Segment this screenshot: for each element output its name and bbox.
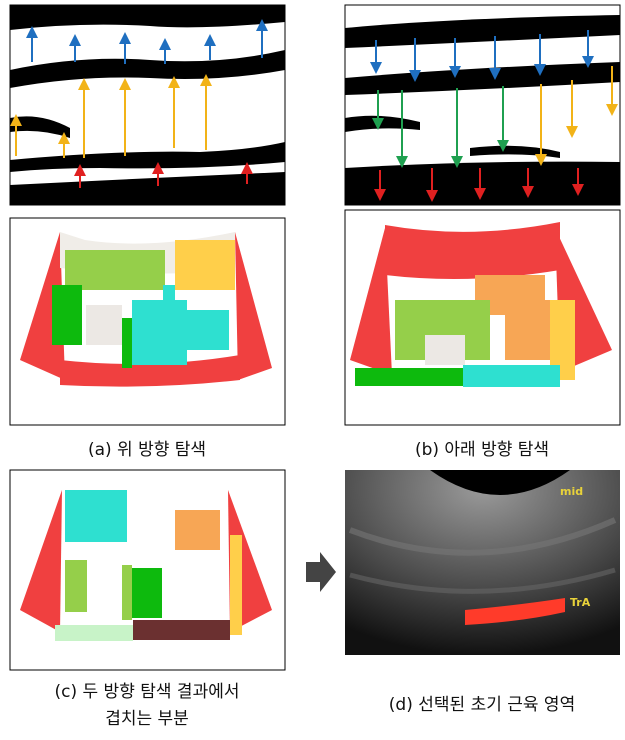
caption-c-line2: 겹치는 부분 — [105, 709, 189, 729]
caption-d: (d) 선택된 초기 근육 영역 — [389, 695, 575, 715]
caption-b: (b) 아래 방향 탐색 — [415, 440, 549, 460]
panel-b-regions — [345, 210, 620, 425]
figure-canvas: (a) 위 방향 탐색 (b) 아래 방향 탐색 mid TrA (c) 두 방… — [0, 0, 625, 740]
panel-c-overlap — [10, 470, 285, 670]
panel-b-bands — [345, 5, 620, 205]
figure: (a) 위 방향 탐색 (b) 아래 방향 탐색 mid TrA (c) 두 방… — [0, 0, 625, 740]
arrow — [306, 552, 336, 592]
label-tra: TrA — [570, 596, 591, 609]
label-mid: mid — [560, 485, 583, 498]
caption-c-line1: (c) 두 방향 탐색 결과에서 — [55, 682, 240, 702]
panel-a-regions — [10, 218, 285, 425]
panel-d-ultrasound: mid TrA — [345, 470, 620, 655]
panel-a-bands — [10, 5, 285, 205]
caption-a: (a) 위 방향 탐색 — [88, 440, 206, 460]
